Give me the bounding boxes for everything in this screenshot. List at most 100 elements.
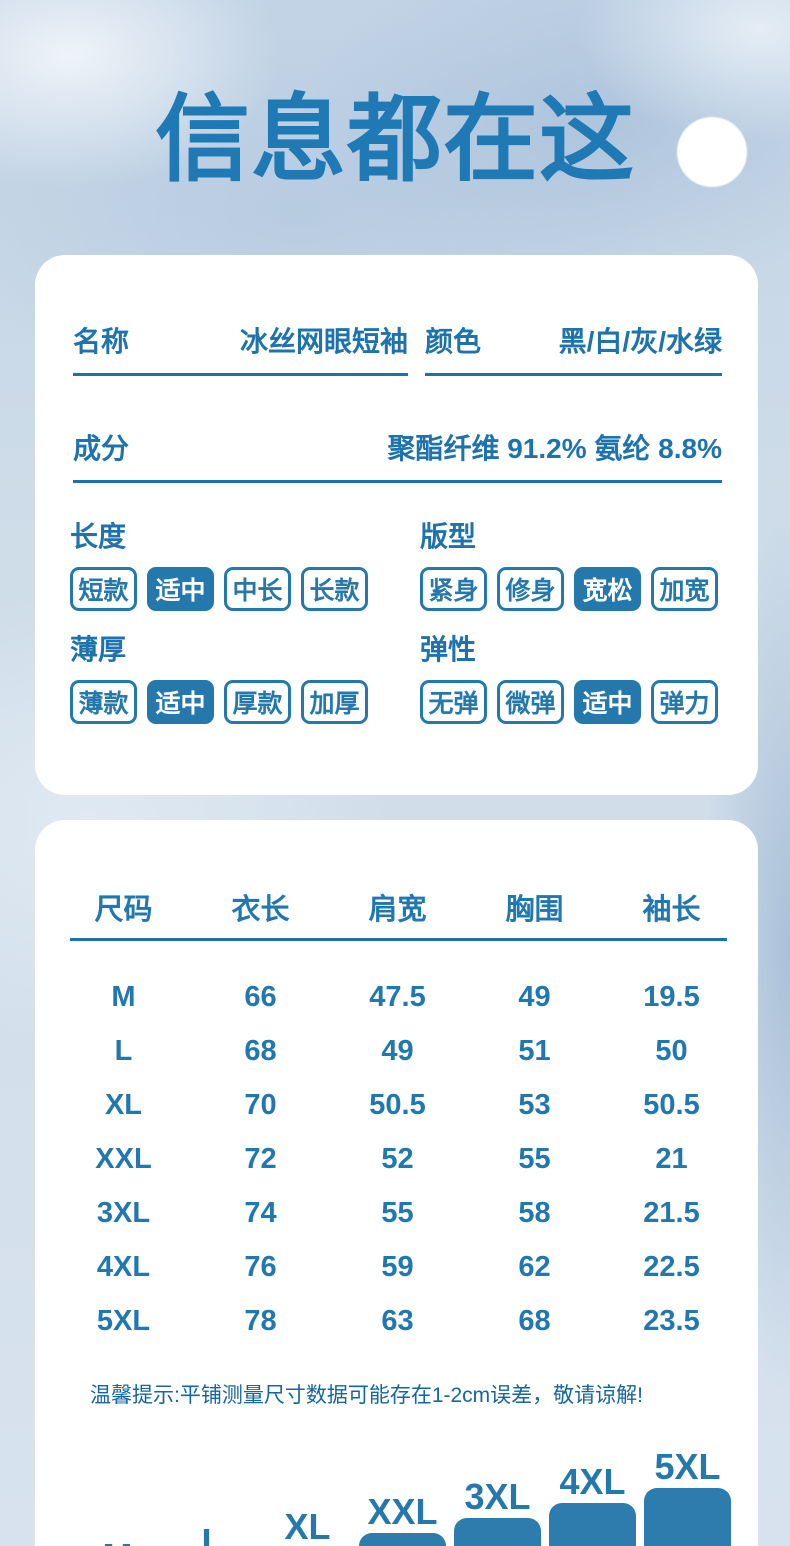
option-chip[interactable]: 薄款 — [70, 680, 137, 724]
field-name-label: 名称 — [73, 326, 130, 357]
table-cell: 53 — [518, 1088, 551, 1121]
column-header: 袖长 — [642, 894, 701, 926]
option-chip[interactable]: 紧身 — [420, 567, 487, 611]
option-chip[interactable]: 短款 — [70, 567, 137, 611]
size-label: 4XL — [96, 1250, 151, 1283]
option-chip[interactable]: 长款 — [301, 567, 368, 611]
table-row: 5XL 78 63 68 23.5 — [55, 1294, 740, 1348]
table-cell: 74 — [244, 1196, 277, 1229]
column-header: 尺码 — [94, 894, 153, 926]
stair-label: XL — [284, 1506, 331, 1546]
table-cell: 50.5 — [369, 1088, 426, 1121]
field-color-label: 颜色 — [425, 326, 482, 357]
table-cell: 21.5 — [643, 1196, 700, 1229]
attribute-group-length-label: 长度 — [70, 521, 127, 552]
table-cell: 21 — [655, 1142, 688, 1175]
stair-label: M — [60, 1538, 175, 1546]
product-info-card: 名称 冰丝网眼短袖 颜色 黑/白/灰/水绿 成分 聚酯纤维 91.2% 氨纶 8… — [35, 255, 758, 795]
size-table: M 66 47.5 49 19.5 L 68 49 51 50 XL 70 50.5 53 50.5 XXL 7… — [55, 970, 740, 1348]
option-chip[interactable]: 适中 — [574, 680, 641, 724]
attribute-group-fit-label: 版型 — [420, 521, 477, 552]
table-cell: 23.5 — [643, 1304, 700, 1337]
column-header: 肩宽 — [368, 894, 427, 926]
attribute-group-thickness: 薄厚 薄款 适中 厚款 加厚 — [70, 636, 368, 724]
table-cell: 50.5 — [643, 1088, 700, 1121]
table-cell: 19.5 — [643, 980, 700, 1013]
field-name-value: 冰丝网眼短袖 — [239, 326, 408, 357]
table-row: XL 70 50.5 53 50.5 — [55, 1078, 740, 1132]
field-composition: 成分 聚酯纤维 91.2% 氨纶 8.8% — [73, 432, 722, 483]
size-label: XXL — [95, 1142, 152, 1175]
table-cell: 55 — [518, 1142, 551, 1175]
stair-label: XXL — [367, 1491, 438, 1532]
table-cell: 51 — [518, 1034, 551, 1067]
table-cell: 55 — [381, 1196, 414, 1229]
table-cell: 50 — [655, 1034, 688, 1067]
table-cell: 78 — [244, 1304, 277, 1337]
table-cell: 70 — [244, 1088, 277, 1121]
size-label: 3XL — [96, 1196, 151, 1229]
table-cell: 59 — [381, 1250, 414, 1283]
option-chip[interactable]: 修身 — [497, 567, 564, 611]
table-divider — [70, 938, 727, 941]
stair-bar — [644, 1488, 731, 1546]
table-cell: 49 — [518, 980, 551, 1013]
page-title: 信息都在这 — [154, 87, 635, 193]
attribute-options-length: 短款 适中 中长 长款 — [70, 567, 368, 611]
option-chip[interactable]: 适中 — [147, 567, 214, 611]
field-name: 名称 冰丝网眼短袖 — [73, 325, 408, 376]
table-row: 4XL 76 59 62 22.5 — [55, 1240, 740, 1294]
option-chip[interactable]: 加宽 — [651, 567, 718, 611]
option-chip[interactable]: 宽松 — [574, 567, 641, 611]
option-chip[interactable]: 厚款 — [224, 680, 291, 724]
table-cell: 68 — [244, 1034, 277, 1067]
option-chip[interactable]: 中长 — [224, 567, 291, 611]
table-row: XXL 72 52 55 21 — [55, 1132, 740, 1186]
field-color: 颜色 黑/白/灰/水绿 — [425, 325, 722, 376]
measurement-note: 温馨提示:平铺测量尺寸数据可能存在1-2cm误差，敬请谅解! — [90, 1384, 644, 1407]
attribute-group-elasticity-label: 弹性 — [420, 634, 477, 665]
table-cell: 47.5 — [369, 980, 426, 1013]
table-row: M 66 47.5 49 19.5 — [55, 970, 740, 1024]
stair-label: 3XL — [464, 1476, 531, 1517]
stair-bar — [454, 1518, 541, 1546]
attribute-group-fit: 版型 紧身 修身 宽松 加宽 — [420, 523, 718, 611]
table-cell: 49 — [381, 1034, 414, 1067]
field-composition-value: 聚酯纤维 91.2% 氨纶 8.8% — [387, 433, 722, 464]
attribute-group-elasticity: 弹性 无弹 微弹 适中 弹力 — [420, 636, 718, 724]
option-chip[interactable]: 无弹 — [420, 680, 487, 724]
table-cell: 66 — [244, 980, 277, 1013]
table-cell: 76 — [244, 1250, 277, 1283]
stair-label: 5XL — [654, 1446, 721, 1487]
attribute-options-elasticity: 无弹 微弹 适中 弹力 — [420, 680, 718, 724]
table-cell: 52 — [381, 1142, 414, 1175]
option-chip[interactable]: 适中 — [147, 680, 214, 724]
table-row: L 68 49 51 50 — [55, 1024, 740, 1078]
stair-label: L — [201, 1521, 224, 1546]
table-cell: 58 — [518, 1196, 551, 1229]
attribute-group-thickness-label: 薄厚 — [70, 634, 127, 665]
size-label: L — [114, 1034, 133, 1067]
size-label: 5XL — [96, 1304, 151, 1337]
attribute-group-length: 长度 短款 适中 中长 长款 — [70, 523, 368, 611]
size-chart-card: 尺码 衣长 肩宽 胸围 袖长 M 66 47.5 49 19.5 L 68 49 51 50 XL 70 50.… — [35, 820, 758, 1546]
attribute-options-fit: 紧身 修身 宽松 加宽 — [420, 567, 718, 611]
field-composition-label: 成分 — [73, 433, 130, 464]
stair-bar — [359, 1533, 446, 1546]
field-color-value: 黑/白/灰/水绿 — [558, 326, 722, 357]
option-chip[interactable]: 弹力 — [651, 680, 718, 724]
table-cell: 72 — [244, 1142, 277, 1175]
size-label: XL — [104, 1088, 143, 1121]
size-label: M — [111, 980, 136, 1013]
column-header: 胸围 — [505, 894, 564, 926]
option-chip[interactable]: 微弹 — [497, 680, 564, 724]
table-cell: 68 — [518, 1304, 551, 1337]
table-cell: 63 — [381, 1304, 414, 1337]
stair-label: 4XL — [559, 1461, 626, 1502]
table-cell: 22.5 — [643, 1250, 700, 1283]
column-header: 衣长 — [231, 894, 290, 926]
option-chip[interactable]: 加厚 — [301, 680, 368, 724]
attribute-options-thickness: 薄款 适中 厚款 加厚 — [70, 680, 368, 724]
table-row: 3XL 74 55 58 21.5 — [55, 1186, 740, 1240]
